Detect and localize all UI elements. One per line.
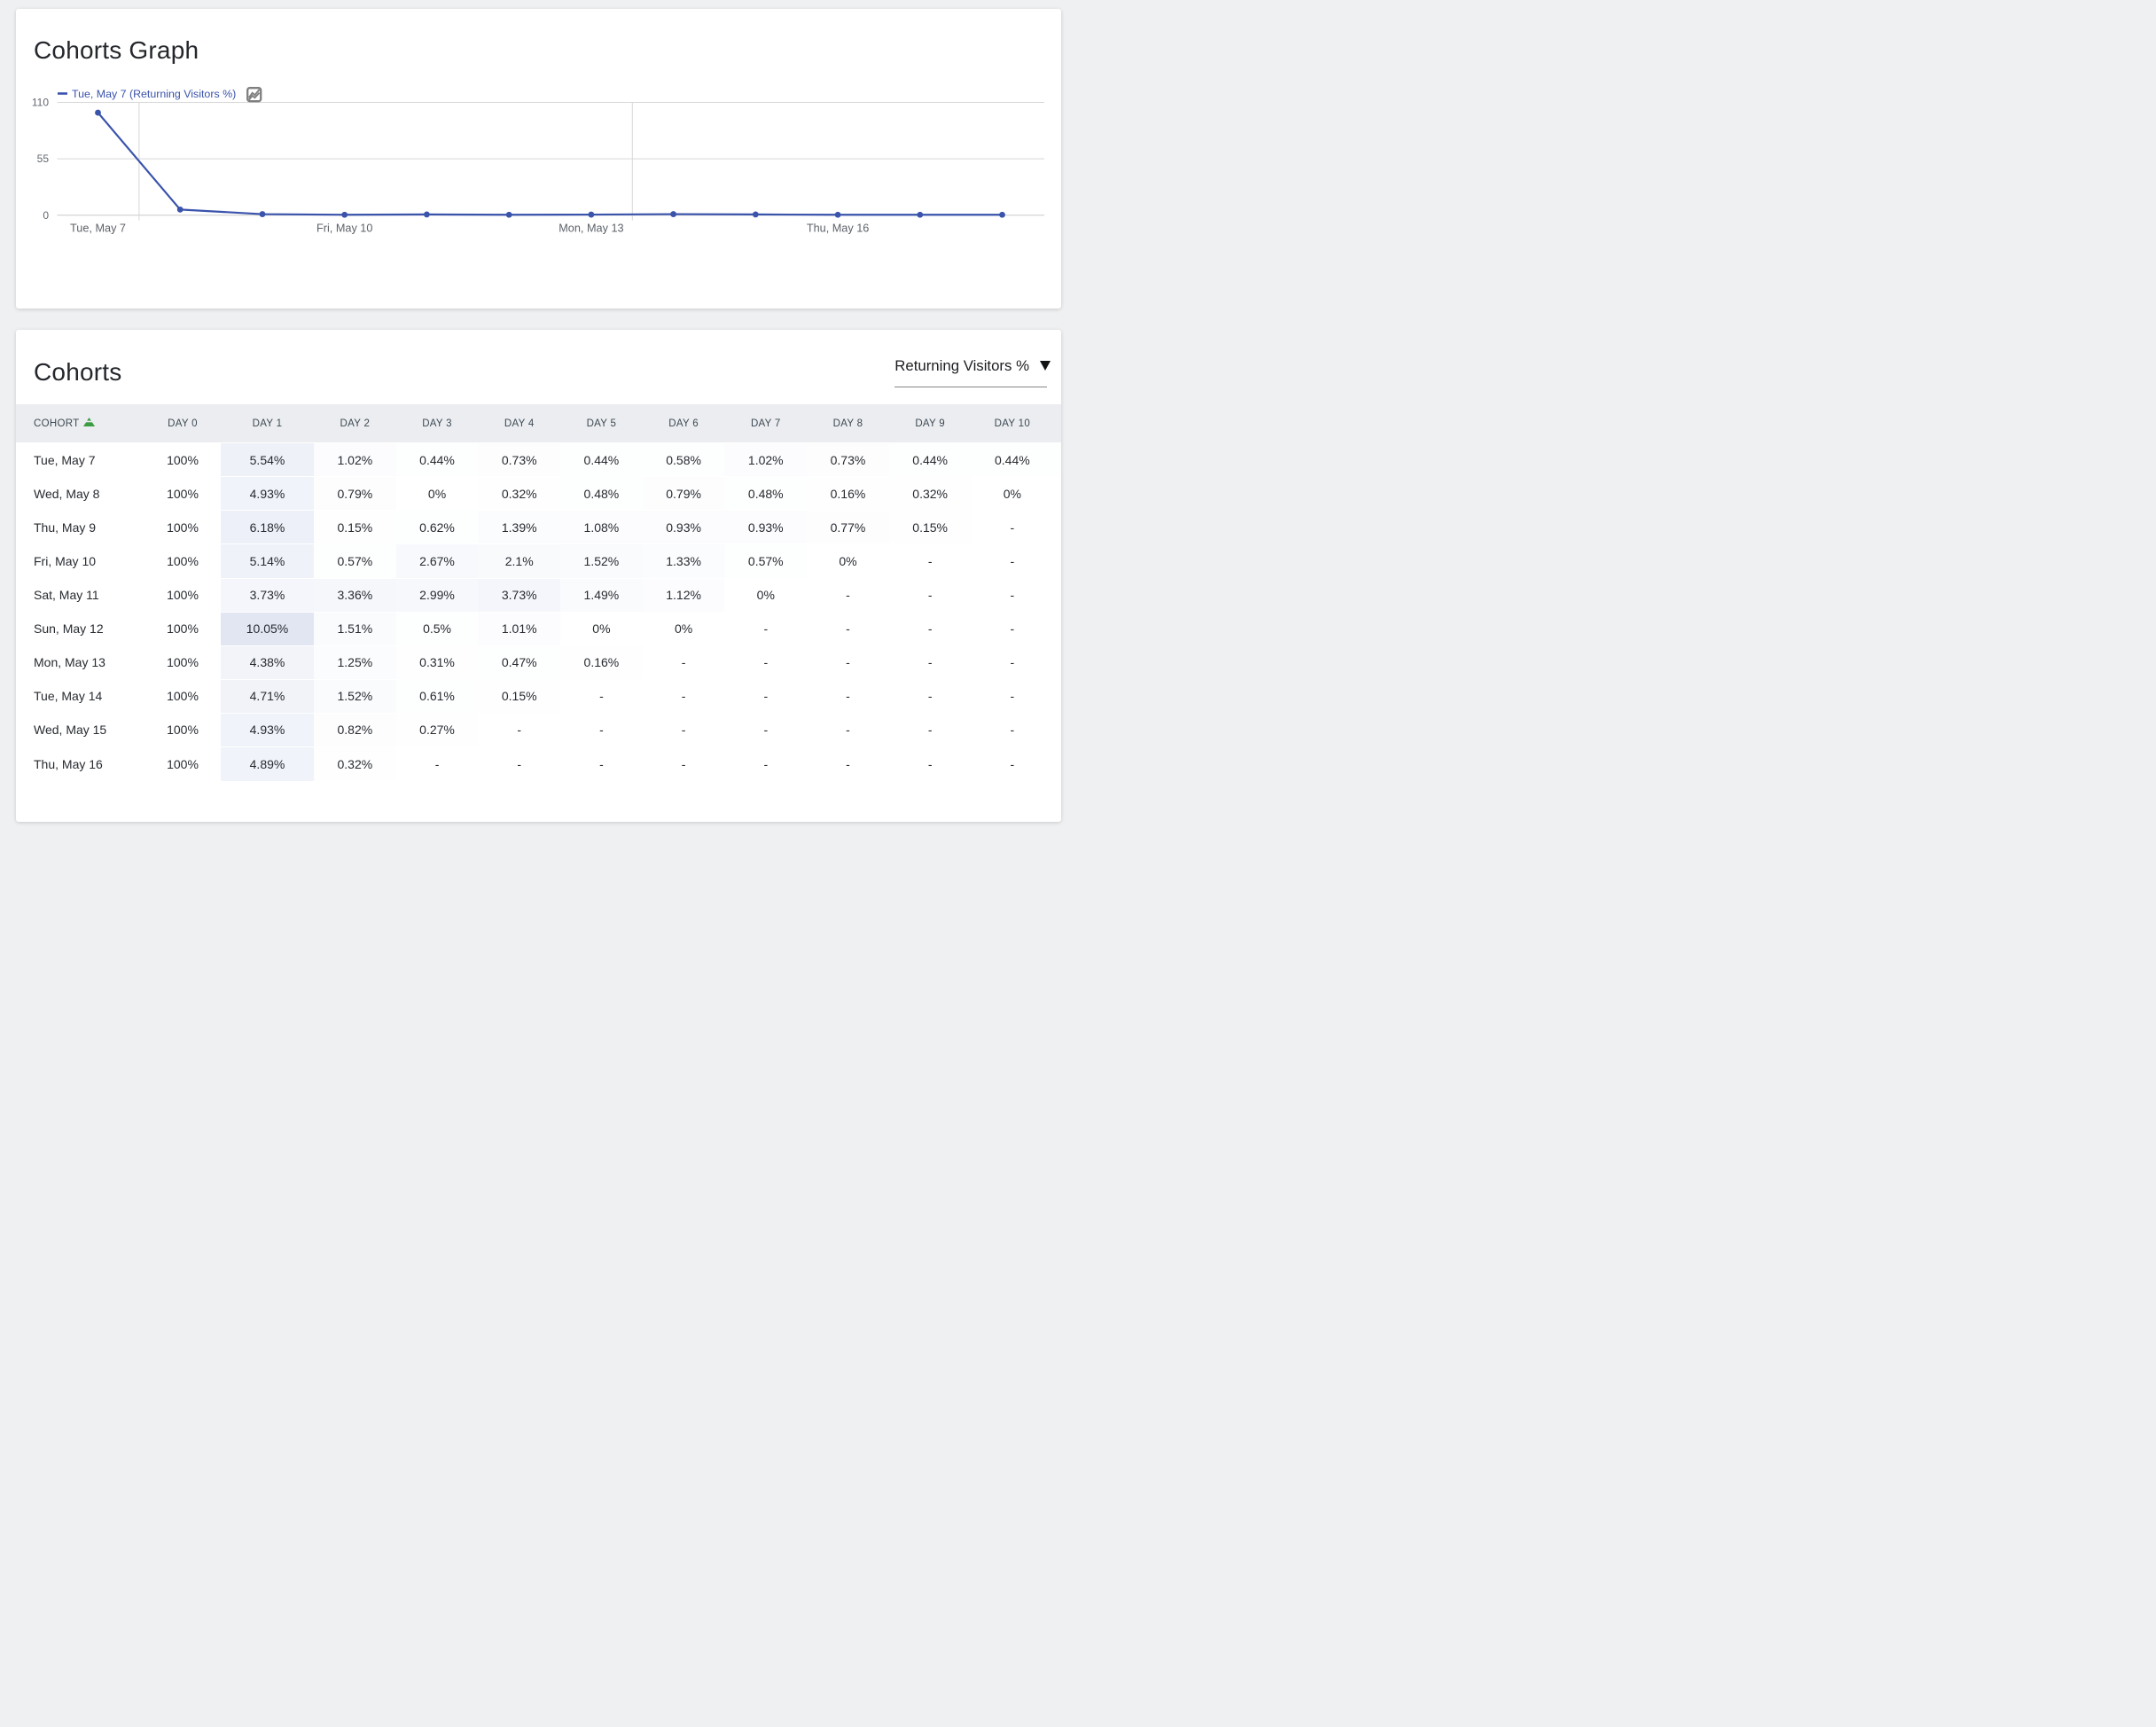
svg-text:Tue, May 7: Tue, May 7 (70, 223, 126, 235)
svg-text:Tue, May 7 (Returning Visitors: Tue, May 7 (Returning Visitors %) (72, 88, 236, 100)
svg-text:Thu, May 16: Thu, May 16 (807, 223, 870, 235)
svg-text:55: 55 (37, 152, 50, 165)
svg-text:0: 0 (43, 209, 49, 222)
svg-text:Mon, May 13: Mon, May 13 (559, 223, 623, 235)
svg-text:110: 110 (32, 97, 49, 109)
svg-text:Fri, May 10: Fri, May 10 (316, 223, 372, 235)
